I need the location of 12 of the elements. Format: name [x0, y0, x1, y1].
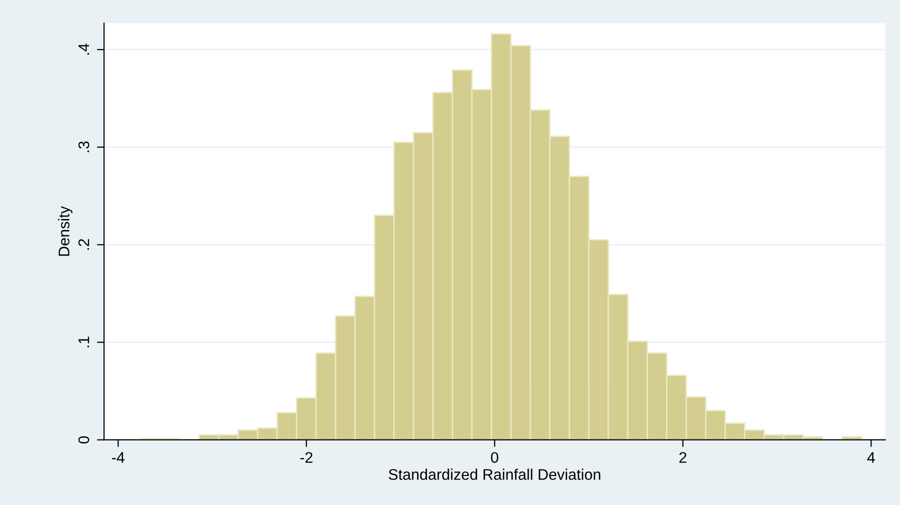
- x-axis-title: Standardized Rainfall Deviation: [388, 468, 600, 480]
- y-tick-label: 0: [78, 436, 90, 444]
- y-tick-label: .2: [78, 239, 90, 250]
- x-tick-label: 2: [679, 452, 686, 463]
- y-axis-title: Density: [58, 206, 72, 256]
- x-tick-label: 0: [490, 452, 498, 463]
- x-tick-label: -2: [300, 452, 312, 463]
- y-tick-label: .3: [78, 141, 90, 152]
- x-tick-label: 4: [867, 452, 875, 463]
- y-tick-label: .1: [78, 336, 90, 348]
- y-tick-label: .4: [78, 44, 90, 55]
- x-tick-label: -4: [112, 452, 125, 463]
